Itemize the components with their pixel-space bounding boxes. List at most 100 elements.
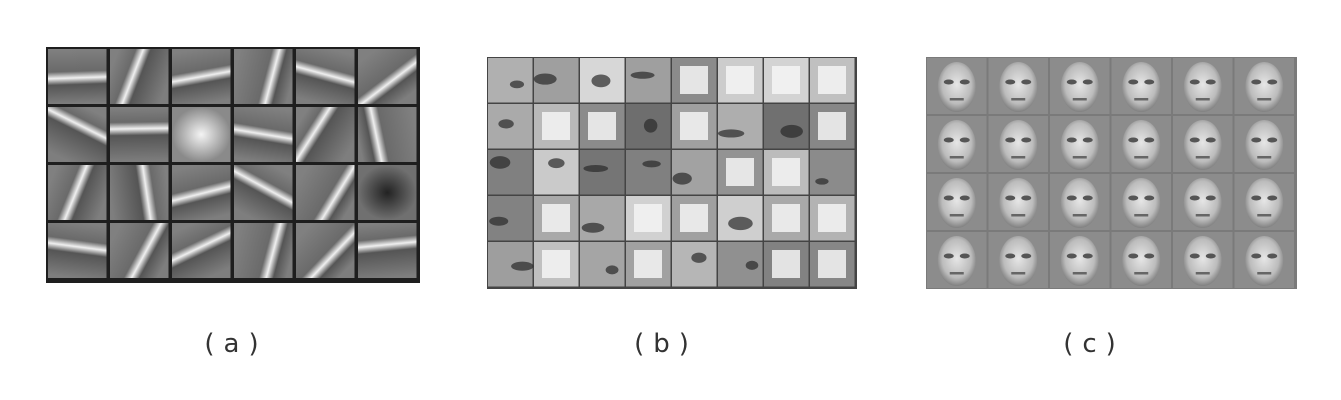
- face: [1060, 178, 1099, 228]
- part-tile: [626, 150, 671, 195]
- eye: [959, 195, 970, 201]
- eye: [1267, 253, 1278, 259]
- face: [999, 62, 1038, 112]
- filter-tile: [48, 223, 107, 278]
- filter-tile: [234, 165, 293, 220]
- eye: [1205, 79, 1216, 85]
- part-tile: [580, 196, 625, 241]
- part-tile: [772, 204, 800, 232]
- eye: [1005, 79, 1016, 85]
- filter-tile: [358, 223, 417, 278]
- part-feature: [581, 222, 605, 233]
- part-feature: [511, 261, 534, 271]
- filter-tile: [48, 165, 107, 220]
- eye: [1066, 137, 1077, 143]
- part-tile: [626, 58, 671, 103]
- part-tile: [818, 204, 846, 232]
- filter-tile: [172, 49, 231, 104]
- mouth: [1072, 214, 1087, 217]
- eye: [1144, 137, 1155, 143]
- eye: [1021, 253, 1032, 259]
- part-tile: [726, 158, 754, 186]
- mouth: [949, 214, 964, 217]
- eye: [1189, 195, 1200, 201]
- mouth: [1195, 272, 1210, 275]
- part-tile: [772, 158, 800, 186]
- filter-tile: [358, 165, 417, 220]
- part-tile: [542, 250, 570, 278]
- face: [937, 178, 976, 228]
- eye: [1251, 253, 1262, 259]
- eye: [1066, 79, 1077, 85]
- mouth: [1195, 214, 1210, 217]
- part-tile: [810, 150, 855, 195]
- face: [1060, 236, 1099, 286]
- part-tile: [634, 250, 662, 278]
- mouth: [949, 156, 964, 159]
- eye: [1128, 195, 1139, 201]
- face: [1122, 120, 1161, 170]
- part-feature: [498, 119, 514, 129]
- part-feature: [672, 172, 692, 185]
- eye: [1082, 137, 1093, 143]
- face: [1122, 178, 1161, 228]
- part-tile: [818, 112, 846, 140]
- eye: [1082, 195, 1093, 201]
- part-feature: [717, 129, 745, 138]
- eye: [1144, 195, 1155, 201]
- filter-tile: [110, 107, 169, 162]
- eye: [1066, 253, 1077, 259]
- filter-tile: [48, 107, 107, 162]
- mouth: [1195, 98, 1210, 101]
- part-feature: [815, 178, 829, 185]
- part-tile: [542, 204, 570, 232]
- part-feature: [548, 158, 565, 169]
- filter-tile: [172, 165, 231, 220]
- part-feature: [728, 216, 753, 231]
- part-tile: [534, 150, 579, 195]
- face: [1245, 120, 1284, 170]
- face: [1183, 236, 1222, 286]
- face: [1183, 120, 1222, 170]
- part-tile: [718, 104, 763, 149]
- face: [1245, 178, 1284, 228]
- part-feature: [605, 265, 619, 275]
- part-tile: [580, 242, 625, 287]
- tiles: [48, 49, 1294, 288]
- eye: [959, 79, 970, 85]
- filter-tile: [110, 49, 169, 104]
- part-tile: [726, 66, 754, 94]
- eye: [1066, 195, 1077, 201]
- filter-tile: [48, 49, 107, 104]
- face: [1060, 62, 1099, 112]
- mouth: [949, 98, 964, 101]
- filter-tile: [172, 223, 231, 278]
- part-tile: [680, 204, 708, 232]
- part-feature: [509, 80, 525, 89]
- mouth: [1011, 214, 1026, 217]
- eye: [1021, 195, 1032, 201]
- face: [1183, 62, 1222, 112]
- part-feature: [591, 74, 611, 88]
- eye: [1267, 79, 1278, 85]
- eye: [1005, 253, 1016, 259]
- mouth: [1072, 98, 1087, 101]
- eye: [1251, 79, 1262, 85]
- panel-label: (b): [634, 329, 698, 359]
- part-feature: [630, 71, 655, 79]
- mouth: [1072, 272, 1087, 275]
- filter-tile: [296, 49, 355, 104]
- mouth: [1134, 98, 1149, 101]
- part-tile: [772, 66, 800, 94]
- face: [1060, 120, 1099, 170]
- filter-tile: [296, 223, 355, 278]
- filter-tile: [172, 107, 231, 162]
- eye: [1005, 195, 1016, 201]
- face: [999, 120, 1038, 170]
- face: [1122, 236, 1161, 286]
- part-tile: [680, 112, 708, 140]
- part-tile: [634, 204, 662, 232]
- eye: [1251, 137, 1262, 143]
